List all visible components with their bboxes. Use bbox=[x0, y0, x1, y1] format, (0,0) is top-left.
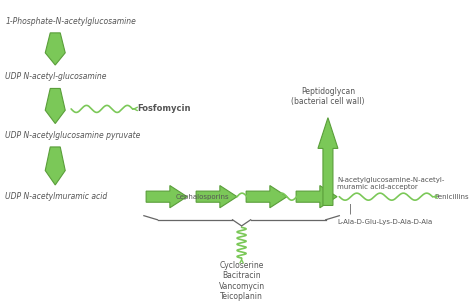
Polygon shape bbox=[196, 185, 237, 208]
Text: Cephalosporins: Cephalosporins bbox=[176, 194, 229, 200]
Polygon shape bbox=[246, 185, 287, 208]
Text: UDP N-acetyl-glucosamine: UDP N-acetyl-glucosamine bbox=[5, 72, 107, 81]
Polygon shape bbox=[318, 118, 338, 205]
Text: Cycloserine
Bacitracin
Vancomycin
Teicoplanin: Cycloserine Bacitracin Vancomycin Teicop… bbox=[219, 261, 264, 301]
Text: |: | bbox=[348, 203, 352, 214]
Polygon shape bbox=[45, 88, 65, 124]
Polygon shape bbox=[146, 185, 187, 208]
Text: Fosfomycin: Fosfomycin bbox=[137, 104, 191, 113]
Text: Penicillins: Penicillins bbox=[435, 194, 469, 200]
Text: UDP N-acetylmuramic acid: UDP N-acetylmuramic acid bbox=[5, 192, 108, 201]
Text: N-acetylglucosamine-N-acetyl-
muramic acid-acceptor: N-acetylglucosamine-N-acetyl- muramic ac… bbox=[337, 177, 445, 190]
Text: Peptidoglycan
(bacterial cell wall): Peptidoglycan (bacterial cell wall) bbox=[291, 87, 365, 106]
Text: L-Ala-D-Glu-Lys-D-Ala-D-Ala: L-Ala-D-Glu-Lys-D-Ala-D-Ala bbox=[337, 219, 432, 225]
Polygon shape bbox=[296, 185, 337, 208]
Polygon shape bbox=[45, 147, 65, 185]
Polygon shape bbox=[45, 33, 65, 65]
Text: 1-Phosphate-N-acetylglucosamine: 1-Phosphate-N-acetylglucosamine bbox=[5, 17, 136, 26]
Text: UDP N-acetylglucosamine pyruvate: UDP N-acetylglucosamine pyruvate bbox=[5, 131, 141, 140]
